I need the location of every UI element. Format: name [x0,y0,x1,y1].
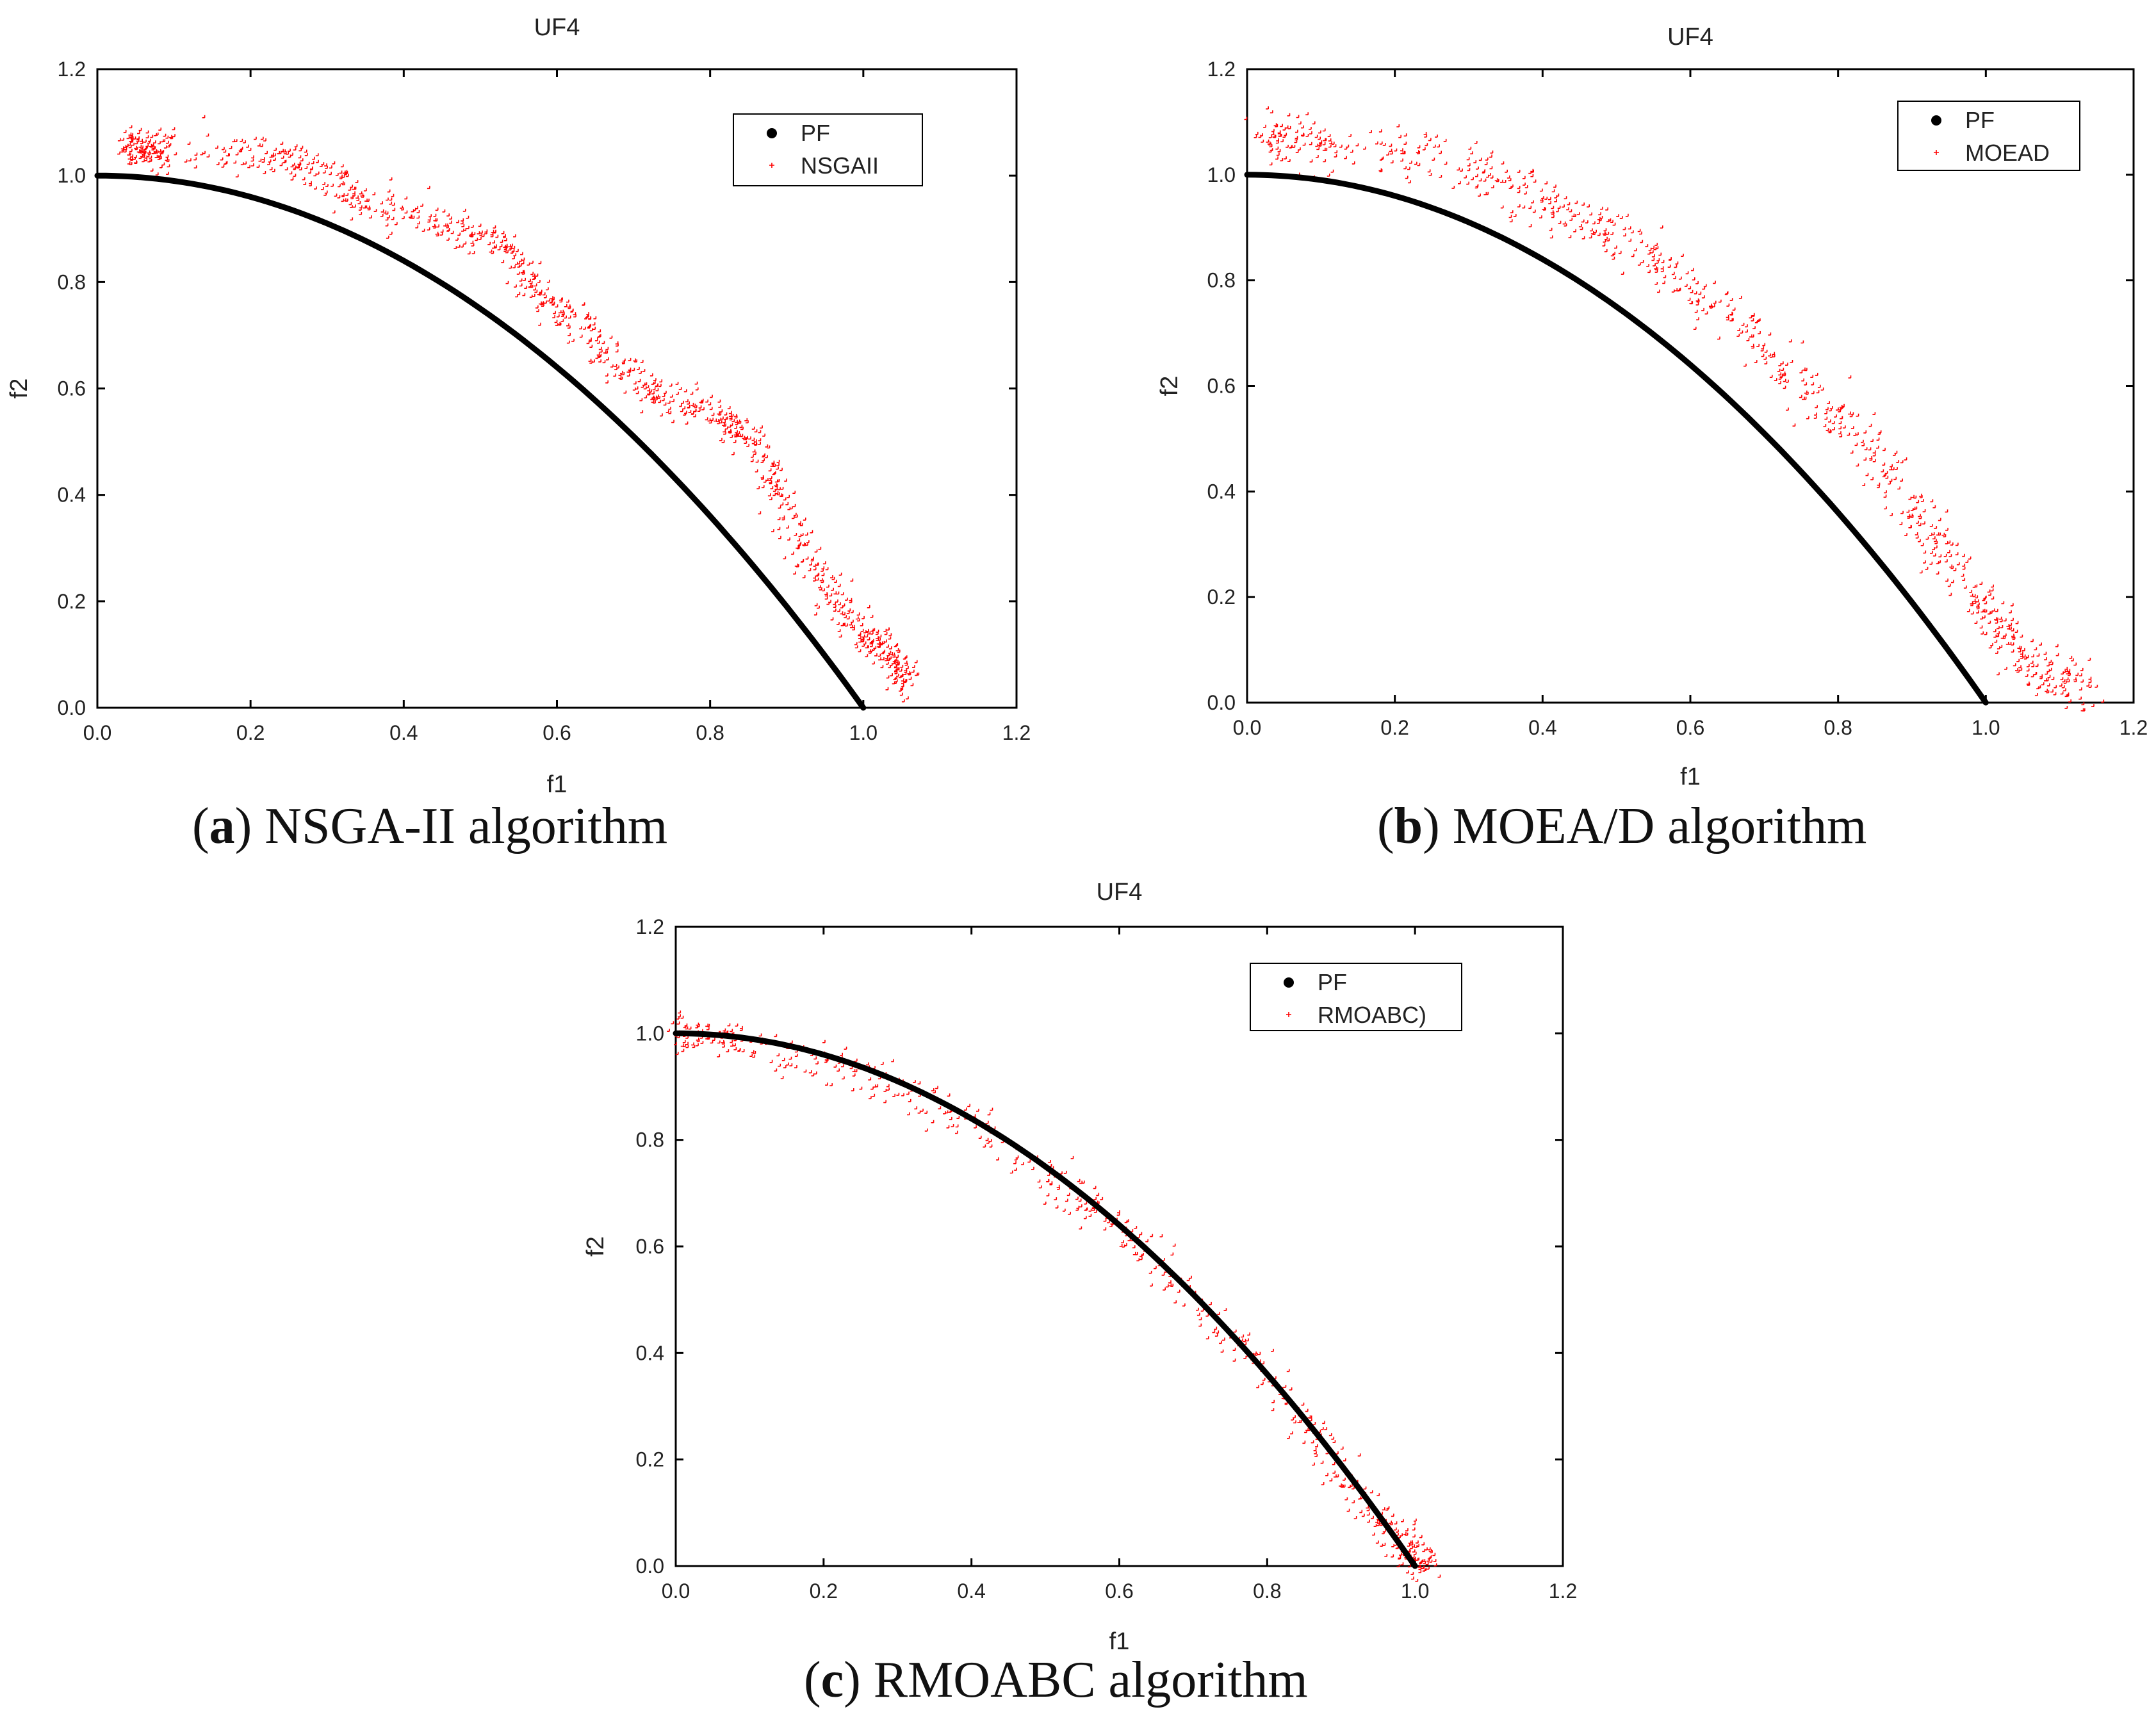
x-tick-label: 1.2 [2119,716,2148,739]
x-tick-label: 1.0 [1401,1579,1429,1603]
x-tick-label: 0.2 [810,1579,838,1603]
legend-pf-label: PF [1318,969,1347,995]
y-tick-label: 0.2 [58,590,86,613]
chart-title: UF4 [1667,24,1713,51]
caption-a: (a) NSGA-II algorithm [192,798,668,854]
y-tick-label: 0.8 [636,1129,664,1152]
x-tick-label: 0.6 [1676,716,1704,739]
y-axis-label: f2 [1156,376,1183,396]
series-moead-points [1244,106,2105,712]
series-rmoabc-points [667,1010,1441,1582]
y-tick-label: 0.0 [58,696,86,719]
y-tick-label: 1.0 [1207,163,1236,186]
x-axis-label: f1 [547,771,568,798]
y-tick-label: 1.2 [636,915,664,938]
y-axis-label: f2 [6,379,33,399]
caption-b: (b) MOEA/D algorithm [1377,798,1867,854]
y-tick-label: 0.4 [636,1341,664,1364]
legend-algo-marker [1934,150,1939,155]
x-tick-label: 1.0 [1972,716,2000,739]
chart-title: UF4 [534,14,580,41]
legend-pf-label: PF [801,120,830,146]
panel-b: UF4 0.0 0.2 0.4 0.6 0.8 1.0 1.2 0.0 0.2 0.4 0.6 0.8 1… [1156,24,2148,790]
y-tick-label: 0.0 [1207,691,1236,714]
x-tick-label: 0.0 [1233,716,1261,739]
legend-box [733,113,923,186]
legend: PF MOEAD [1897,101,2080,171]
y-tick-label: 0.8 [1207,269,1236,292]
y-tick-label: 0.2 [1207,585,1236,608]
panel-c: UF4 0.0 0.2 0.4 0.6 0.8 1.0 1.2 0.0 0.2 0.4 0.6 0.8 1… [582,879,1577,1655]
y-tick-label: 0.4 [58,484,86,507]
y-tick-label: 0.8 [58,270,86,293]
y-tick-label: 1.2 [58,58,86,81]
x-tick-label: 0.0 [662,1579,690,1603]
legend: PF NSGAII [733,113,923,186]
legend-pf-marker [767,128,777,138]
y-tick-label: 1.2 [1207,58,1236,81]
y-tick-label: 0.2 [636,1448,664,1471]
y-axis-label: f2 [582,1236,609,1257]
series-pf-curve [94,172,867,711]
x-tick-label: 1.0 [849,721,878,744]
legend-algo-label: RMOABC) [1318,1002,1426,1028]
x-tick-label: 0.8 [1824,716,1852,739]
x-tick-label: 0.8 [696,721,724,744]
caption-c: (c) RMOABC algorithm [804,1652,1308,1708]
legend-algo-marker [769,163,774,168]
y-tick-label: 0.6 [636,1235,664,1258]
x-tick-label: 0.8 [1253,1579,1281,1603]
y-tick-label: 0.6 [58,377,86,400]
x-tick-label: 1.2 [1549,1579,1577,1603]
legend-pf-marker [1931,115,1941,126]
y-tick-label: 1.0 [58,164,86,187]
legend-box [1897,101,2080,171]
x-tick-label: 0.6 [543,721,571,744]
legend-algo-marker [1286,1012,1291,1017]
x-tick-label: 0.2 [236,721,265,744]
legend-pf-label: PF [1965,107,1995,133]
legend-algo-label: MOEAD [1965,140,2050,166]
series-nsgaii-points [117,115,920,703]
legend: PF RMOABC) [1250,963,1462,1031]
x-axis-label: f1 [1109,1628,1130,1655]
series-pf-curve [673,1030,1418,1569]
y-tick-label: 0.6 [1207,375,1236,398]
x-axis-label: f1 [1680,763,1701,790]
panel-a: UF4 0.0 0.2 0.4 0.6 0.8 1.0 1.2 0.0 0.2 0.4 0.6 0.8 1… [6,14,1031,798]
chart-title: UF4 [1097,879,1143,906]
x-tick-label: 1.2 [1002,721,1031,744]
series-pf-curve [1244,172,1989,706]
legend-box [1250,963,1462,1031]
legend-algo-label: NSGAII [801,152,879,179]
x-tick-label: 0.0 [83,721,111,744]
y-tick-label: 0.4 [1207,480,1236,503]
x-tick-label: 0.4 [389,721,418,744]
x-tick-label: 0.6 [1105,1579,1133,1603]
y-tick-label: 0.0 [636,1555,664,1578]
x-tick-label: 0.4 [957,1579,985,1603]
y-tick-label: 1.0 [636,1022,664,1045]
x-tick-label: 0.2 [1380,716,1409,739]
x-tick-label: 0.4 [1528,716,1556,739]
legend-pf-marker [1284,977,1294,988]
